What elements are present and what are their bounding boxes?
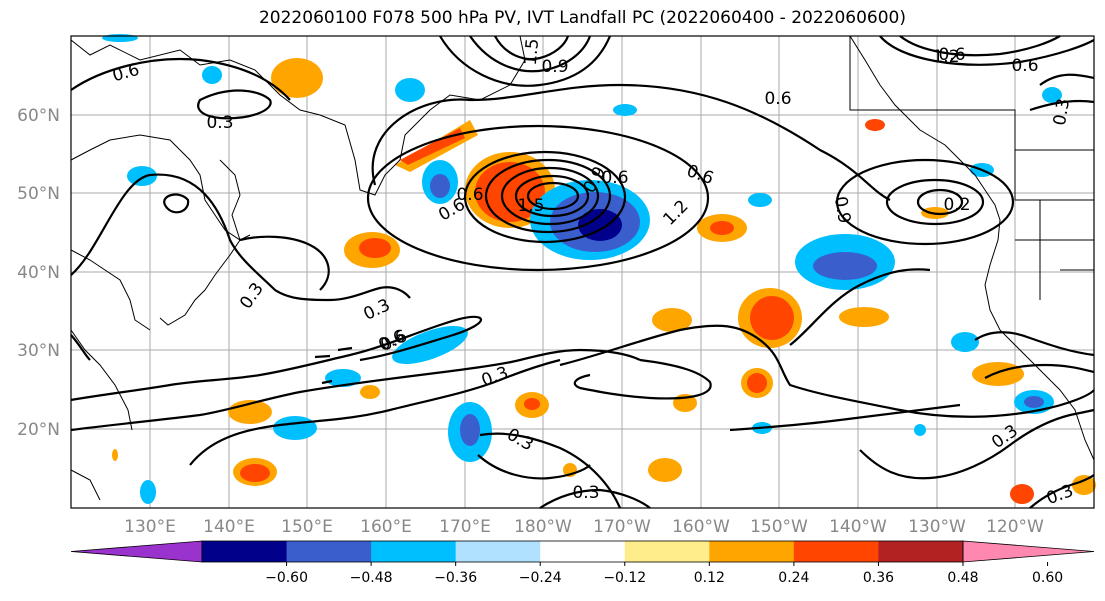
contour-label: 0.9	[830, 195, 854, 225]
contour-label: 0.9	[541, 57, 568, 77]
colorbar-swatch	[878, 541, 964, 562]
lon-tick-label: 180°W	[514, 517, 572, 537]
lon-tick-label: 160°W	[672, 517, 730, 537]
colorbar-tick-label: −0.48	[350, 570, 393, 586]
contour-label: 1.5	[517, 196, 544, 216]
lon-tick-label: 170°W	[593, 517, 651, 537]
colorbar-tick-label: −0.36	[434, 570, 477, 586]
colorbar-tick-label: 0.12	[694, 570, 725, 586]
lat-tick-label: 30°N	[17, 341, 60, 361]
chart-title: 2022060100 F078 500 hPa PV, IVT Landfall…	[258, 8, 906, 28]
lon-tick-label: 130°W	[908, 517, 966, 537]
map-frame	[70, 35, 1095, 509]
colorbar-tick-label: 0.36	[863, 570, 894, 586]
colorbar-swatch	[286, 541, 372, 562]
contour-label: 0.2	[943, 195, 970, 215]
colorbar-swatch	[371, 541, 457, 562]
colorbar	[70, 540, 1095, 563]
lon-tick-label: 140°E	[203, 517, 255, 537]
lon-tick-label: 150°W	[750, 517, 808, 537]
lon-tick-label: 170°E	[439, 517, 491, 537]
contour-label: 1.2	[932, 47, 959, 67]
colorbar-outline	[201, 540, 964, 563]
lon-tick-label: 120°W	[986, 517, 1044, 537]
contour-label: 0.6	[764, 89, 791, 109]
lat-tick-label: 50°N	[17, 184, 60, 204]
latitude-labels: 60°N 50°N 40°N 30°N 20°N	[17, 106, 60, 440]
contour-label: 0.3	[572, 483, 599, 503]
line-contours	[70, 35, 1095, 509]
colorbar-swatch	[202, 541, 288, 562]
contour-label: 0.6	[938, 45, 965, 65]
contour-label: 0.3	[206, 113, 233, 133]
colorbar-labels: −0.60 −0.48 −0.36 −0.24 −0.12 0.12 0.24 0.36 0.4…	[265, 562, 1063, 586]
colorbar-tick-label: −0.24	[519, 570, 562, 586]
colorbar-swatch	[709, 541, 795, 562]
colorbar-tick-label: 0.48	[947, 570, 978, 586]
contour-label: 0.6	[456, 185, 483, 205]
colorbar-tick-label: −0.12	[603, 570, 646, 586]
lon-tick-label: 130°E	[124, 517, 176, 537]
colorbar-swatch	[455, 541, 541, 562]
colorbar-swatch	[624, 541, 710, 562]
longitude-labels: 130°E 140°E 150°E 160°E 170°E 180°W 170°…	[124, 517, 1044, 537]
pv-filled-contours	[102, 34, 1096, 504]
colorbar-swatch	[540, 541, 626, 562]
lon-tick-label: 150°E	[281, 517, 333, 537]
colorbar-swatch	[793, 541, 879, 562]
colorbar-tick-label: 0.24	[778, 570, 809, 586]
colorbar-tick-label: −0.60	[265, 570, 308, 586]
colorbar-extension-low	[70, 540, 203, 563]
colorbar-extension-high	[962, 540, 1095, 563]
lon-tick-label: 140°W	[829, 517, 887, 537]
coastlines	[70, 35, 1095, 501]
lat-tick-label: 20°N	[17, 420, 60, 440]
contour-label: 0.6	[1011, 56, 1038, 76]
colorbar-tick-label: 0.60	[1032, 570, 1063, 586]
lat-tick-label: 40°N	[17, 263, 60, 283]
lon-tick-label: 160°E	[360, 517, 412, 537]
contour-label: 1.5	[521, 38, 543, 67]
lat-tick-label: 60°N	[17, 106, 60, 126]
contour-label: 0.6	[601, 168, 628, 188]
contour-label: 0.3	[1050, 97, 1074, 127]
